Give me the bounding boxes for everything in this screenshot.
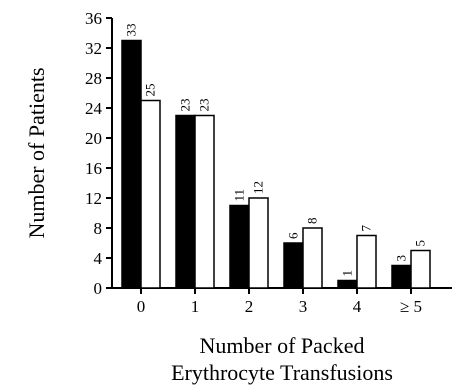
bar-value-label: 6	[286, 232, 301, 239]
y-tick-label: 20	[85, 129, 102, 148]
y-tick-label: 12	[85, 189, 102, 208]
x-tick-label: 0	[137, 297, 146, 316]
x-tick-label: 1	[191, 297, 200, 316]
y-tick-label: 32	[85, 39, 102, 58]
bar-value-label: 23	[178, 99, 193, 112]
bar	[391, 264, 412, 289]
bar-value-label: 5	[413, 240, 428, 247]
bar	[410, 249, 431, 289]
bars	[121, 39, 431, 289]
y-axis: 0 4 8 12 16 20 24 28 32 36	[85, 9, 113, 298]
bar	[283, 242, 304, 289]
x-axis-label-line-1: Number of Packed	[200, 333, 365, 358]
y-tick-label: 36	[85, 9, 102, 28]
y-tick-label: 16	[85, 159, 102, 178]
bar-value-label: 23	[197, 99, 212, 112]
bar-value-label: 25	[143, 84, 158, 97]
bar	[356, 234, 377, 289]
bar	[194, 114, 215, 289]
x-axis: 0 1 2 3 4 ≥ 5	[112, 287, 452, 316]
bar-value-label: 33	[124, 24, 139, 37]
y-tick-label: 0	[94, 279, 103, 298]
bar-value-label: 1	[340, 270, 355, 277]
x-tick-label: 2	[245, 297, 254, 316]
bar	[121, 39, 142, 289]
bar-value-label: 8	[305, 218, 320, 225]
x-tick-label: ≥ 5	[400, 297, 422, 316]
bar	[229, 204, 250, 289]
bar	[302, 227, 323, 289]
y-axis-label: Number of Patients	[24, 67, 49, 238]
bar-value-label: 12	[251, 181, 266, 194]
bar-value-label: 11	[232, 189, 247, 202]
y-tick-label: 8	[94, 219, 103, 238]
x-tick-label: 4	[353, 297, 362, 316]
bar	[248, 197, 269, 289]
y-tick-label: 24	[85, 99, 103, 118]
y-tick-label: 28	[85, 69, 102, 88]
bar	[140, 99, 161, 289]
bar-value-label: 7	[359, 225, 374, 232]
bar	[175, 114, 196, 289]
data-labels: 33 25 23 23 11 12 68 1 7 3 5	[124, 24, 428, 277]
y-tick-label: 4	[94, 249, 103, 268]
x-axis-label-line-2: Erythrocyte Transfusions	[171, 360, 393, 385]
x-tick-label: 3	[299, 297, 308, 316]
bar-value-label: 3	[394, 255, 409, 262]
bar	[337, 279, 358, 289]
